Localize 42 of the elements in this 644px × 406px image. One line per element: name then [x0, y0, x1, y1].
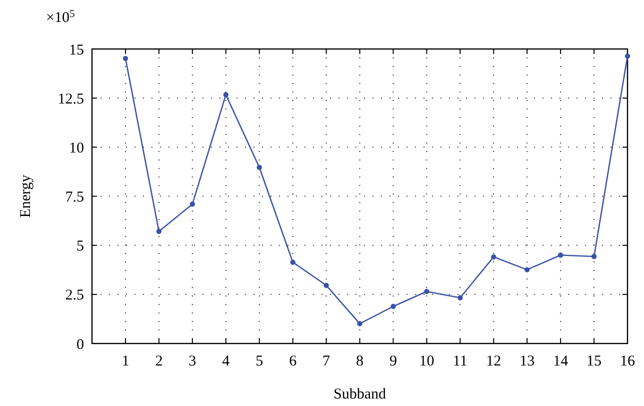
point: [223, 92, 228, 98]
y-tick-label: 10: [69, 140, 84, 156]
x-axis-title: Subband: [334, 386, 386, 402]
x-tick-label: 1: [122, 354, 130, 370]
point: [491, 254, 496, 260]
x-tick-label: 9: [389, 354, 397, 370]
x-tick-label: 3: [188, 354, 196, 370]
x-tick-label: 16: [620, 354, 636, 370]
point: [558, 252, 564, 258]
point: [424, 288, 430, 294]
point: [324, 282, 329, 288]
y-tick-label: 2.5: [65, 288, 84, 304]
point: [624, 53, 630, 59]
y-tick-label: 12.5: [58, 91, 84, 108]
point: [190, 202, 196, 207]
y-axis-title: Energy: [18, 174, 34, 218]
x-tick-label: 4: [222, 354, 230, 370]
x-tick-label: 8: [356, 354, 364, 370]
x-tick-label: 10: [419, 354, 434, 370]
y-tick-label: 0: [76, 336, 84, 353]
y-tick-label: 5: [76, 238, 84, 255]
y-tick-label: 7.5: [65, 190, 84, 206]
x-tick-label: 2: [155, 354, 163, 370]
x-tick-label: 14: [553, 354, 569, 370]
point: [591, 254, 597, 260]
x-tick-label: 5: [256, 354, 264, 370]
point: [156, 228, 162, 234]
point: [122, 56, 128, 62]
x-tick-label: 7: [322, 354, 331, 370]
point: [290, 260, 296, 265]
text: ×10$^{5}$: [46, 8, 75, 26]
point: [357, 321, 362, 326]
x-tick-label: 15: [586, 354, 602, 370]
x-tick-label: 13: [520, 354, 535, 370]
x-tick-label: 6: [289, 354, 298, 370]
x-tick-label: 12: [486, 354, 502, 370]
point: [458, 295, 463, 300]
y-tick-label: 15: [69, 42, 84, 58]
point: [390, 304, 396, 309]
point: [256, 164, 262, 170]
point: [524, 267, 530, 272]
x-tick-label: 11: [452, 354, 468, 370]
